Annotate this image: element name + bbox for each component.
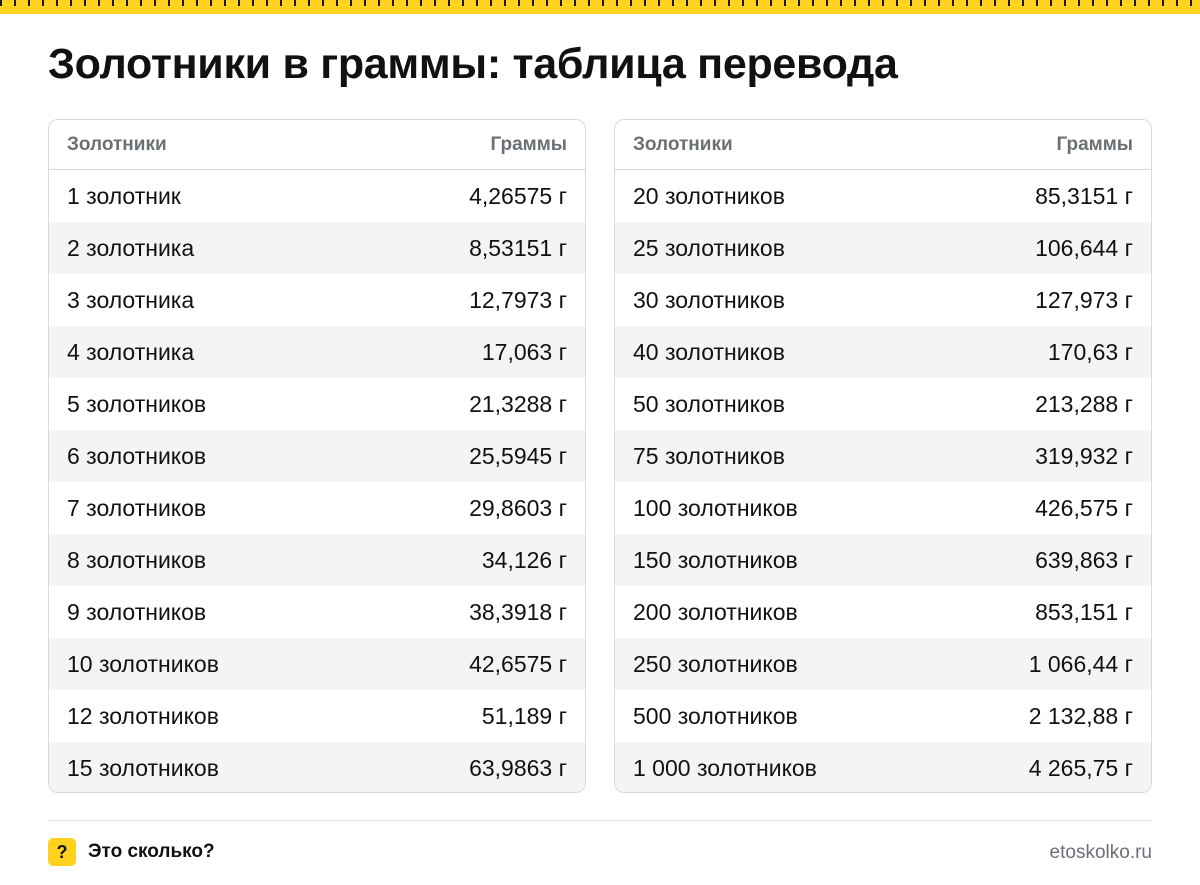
cell-zolotniki: 6 золотников [67, 442, 207, 469]
cell-grams: 17,063 г [481, 338, 567, 365]
header-zolotniki: Золотники [633, 133, 733, 155]
cell-grams: 2 132,88 г [1028, 702, 1133, 729]
table-row: 1 золотник 4,26575 г [49, 170, 585, 222]
cell-grams: 25,5945 г [469, 442, 567, 469]
cell-zolotniki: 9 золотников [67, 598, 207, 625]
table-row: 2 золотника 8,53151 г [49, 222, 585, 274]
table-row: 150 золотников 639,863 г [615, 534, 1151, 586]
cell-grams: 8,53151 г [469, 234, 567, 261]
cell-grams: 319,932 г [1035, 442, 1133, 469]
cell-zolotniki: 12 золотников [67, 702, 219, 729]
cell-grams: 85,3151 г [1035, 182, 1133, 209]
table-row: 500 золотников 2 132,88 г [615, 690, 1151, 742]
table-row: 20 золотников 85,3151 г [615, 170, 1151, 222]
table-row: 10 золотников 42,6575 г [49, 638, 585, 690]
cell-zolotniki: 50 золотников [633, 390, 785, 417]
cell-grams: 213,288 г [1035, 390, 1133, 417]
cell-grams: 127,973 г [1035, 286, 1133, 313]
brand[interactable]: ? Это сколько? [48, 838, 215, 866]
cell-grams: 34,126 г [481, 546, 567, 573]
table-row: 75 золотников 319,932 г [615, 430, 1151, 482]
table-body: 1 золотник 4,26575 г 2 золотника 8,53151 г 3… [49, 170, 585, 792]
cell-zolotniki: 75 золотников [633, 442, 785, 469]
cell-grams: 21,3288 г [469, 390, 567, 417]
cell-zolotniki: 2 золотника [67, 234, 195, 261]
cell-zolotniki: 8 золотников [67, 546, 207, 573]
cell-zolotniki: 1 000 золотников [633, 754, 817, 781]
table-row: 250 золотников 1 066,44 г [615, 638, 1151, 690]
cell-grams: 853,151 г [1035, 598, 1133, 625]
table-row: 15 золотников 63,9863 г [49, 742, 585, 792]
cell-grams: 426,575 г [1035, 494, 1133, 521]
cell-zolotniki: 3 золотника [67, 286, 195, 313]
cell-grams: 12,7973 г [469, 286, 567, 313]
ruler-strip [0, 0, 1200, 14]
table-row: 40 золотников 170,63 г [615, 326, 1151, 378]
table-row: 100 золотников 426,575 г [615, 482, 1151, 534]
site-url[interactable]: etoskolko.ru [1049, 842, 1152, 863]
table-header: Золотники Граммы [49, 120, 585, 170]
cell-zolotniki: 25 золотников [633, 234, 785, 261]
footer-divider [48, 820, 1152, 821]
cell-grams: 51,189 г [481, 702, 567, 729]
table-row: 7 золотников 29,8603 г [49, 482, 585, 534]
cell-zolotniki: 5 золотников [67, 390, 207, 417]
table-row: 4 золотника 17,063 г [49, 326, 585, 378]
cell-grams: 29,8603 г [469, 494, 567, 521]
question-mark-icon: ? [48, 838, 76, 866]
table-row: 5 золотников 21,3288 г [49, 378, 585, 430]
cell-grams: 42,6575 г [469, 650, 567, 677]
cell-zolotniki: 10 золотников [67, 650, 219, 677]
cell-grams: 38,3918 г [469, 598, 567, 625]
page-title: Золотники в граммы: таблица перевода [48, 40, 898, 88]
cell-grams: 63,9863 г [469, 754, 567, 781]
cell-zolotniki: 20 золотников [633, 182, 785, 209]
table-row: 8 золотников 34,126 г [49, 534, 585, 586]
header-zolotniki: Золотники [67, 133, 167, 155]
cell-grams: 4,26575 г [469, 182, 567, 209]
cell-zolotniki: 150 золотников [633, 546, 798, 573]
cell-grams: 170,63 г [1047, 338, 1133, 365]
cell-zolotniki: 100 золотников [633, 494, 798, 521]
table-row: 12 золотников 51,189 г [49, 690, 585, 742]
table-row: 9 золотников 38,3918 г [49, 586, 585, 638]
table-row: 25 золотников 106,644 г [615, 222, 1151, 274]
cell-zolotniki: 40 золотников [633, 338, 785, 365]
cell-zolotniki: 7 золотников [67, 494, 207, 521]
cell-zolotniki: 250 золотников [633, 650, 798, 677]
table-row: 50 золотников 213,288 г [615, 378, 1151, 430]
cell-zolotniki: 4 золотника [67, 338, 195, 365]
cell-zolotniki: 30 золотников [633, 286, 785, 313]
table-body: 20 золотников 85,3151 г 25 золотников 106,6… [615, 170, 1151, 792]
cell-zolotniki: 15 золотников [67, 754, 219, 781]
table-row: 1 000 золотников 4 265,75 г [615, 742, 1151, 792]
cell-grams: 4 265,75 г [1028, 754, 1133, 781]
table-row: 6 золотников 25,5945 г [49, 430, 585, 482]
cell-zolotniki: 1 золотник [67, 182, 181, 209]
header-grams: Граммы [1056, 133, 1133, 155]
brand-name: Это сколько? [88, 841, 215, 862]
conversion-table-left: Золотники Граммы 1 золотник 4,26575 г 2 зо… [48, 119, 586, 793]
cell-grams: 106,644 г [1035, 234, 1133, 261]
cell-grams: 1 066,44 г [1028, 650, 1133, 677]
cell-zolotniki: 500 золотников [633, 702, 798, 729]
cell-zolotniki: 200 золотников [633, 598, 798, 625]
table-row: 200 золотников 853,151 г [615, 586, 1151, 638]
cell-grams: 639,863 г [1035, 546, 1133, 573]
table-row: 3 золотника 12,7973 г [49, 274, 585, 326]
table-header: Золотники Граммы [615, 120, 1151, 170]
header-grams: Граммы [490, 133, 567, 155]
table-row: 30 золотников 127,973 г [615, 274, 1151, 326]
